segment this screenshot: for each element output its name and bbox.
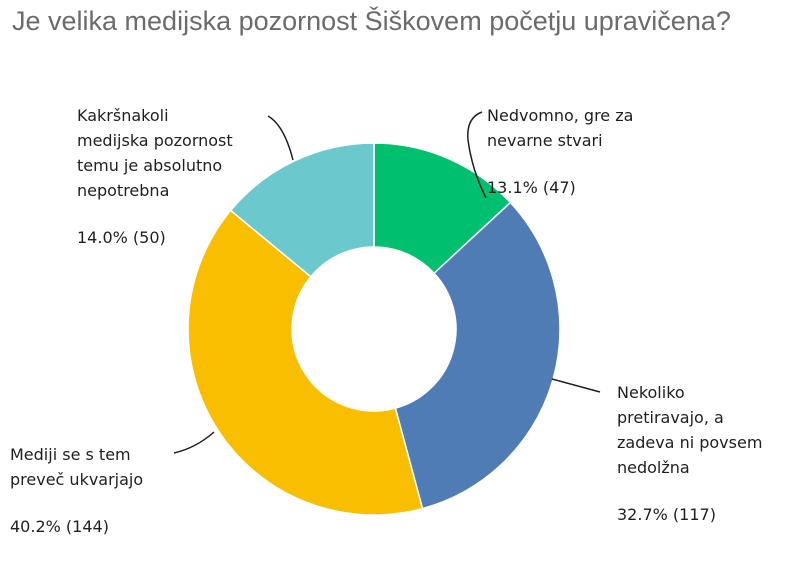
slice-name-line: Kakršnakoli: [77, 106, 169, 125]
slice-name-line: zadeva ni povsem: [617, 433, 763, 452]
slice-label-mediji: Mediji se s tem preveč ukvarjajo 40.2% (…: [10, 442, 143, 539]
slice-label-kakrsnakoli: Kakršnakoli medijska pozornost temu je a…: [77, 103, 233, 250]
leader-line-nekoliko: [551, 378, 601, 393]
slice-name-line: nevarne stvari: [487, 131, 603, 150]
leader-line-nedvomno: [467, 111, 487, 199]
leader-line-kakrsnakoli: [267, 115, 294, 161]
slice-name-line: preveč ukvarjajo: [10, 470, 144, 489]
slice-nekoliko: [394, 201, 561, 510]
slice-name-line: temu je absolutno: [77, 156, 223, 175]
slice-value-label: 13.1% (47): [487, 178, 576, 197]
slice-name-line: pretiravajo, a: [617, 408, 724, 427]
chart-title: Je velika medijska pozornost Šiškovem po…: [12, 6, 731, 36]
slice-value-label: 40.2% (144): [10, 517, 109, 536]
slice-name-line: Mediji se s tem: [10, 445, 131, 464]
slice-name-line: nedolžna: [617, 458, 690, 477]
leader-line-mediji: [173, 431, 215, 454]
slice-value-label: 32.7% (117): [617, 505, 716, 524]
slice-name-line: medijska pozornost: [77, 131, 233, 150]
slice-name-line: nepotrebna: [77, 181, 170, 200]
slice-name-line: Nekoliko: [617, 383, 685, 402]
slice-kakrsnakoli: [229, 142, 375, 278]
slice-label-nekoliko: Nekoliko pretiravajo, a zadeva ni povsem…: [617, 380, 762, 527]
slice-name-line: Nedvomno, gre za: [487, 106, 634, 125]
slice-mediji: [187, 209, 424, 516]
slice-value-label: 14.0% (50): [77, 228, 166, 247]
slice-label-nedvomno: Nedvomno, gre za nevarne stvari 13.1% (4…: [487, 103, 633, 200]
